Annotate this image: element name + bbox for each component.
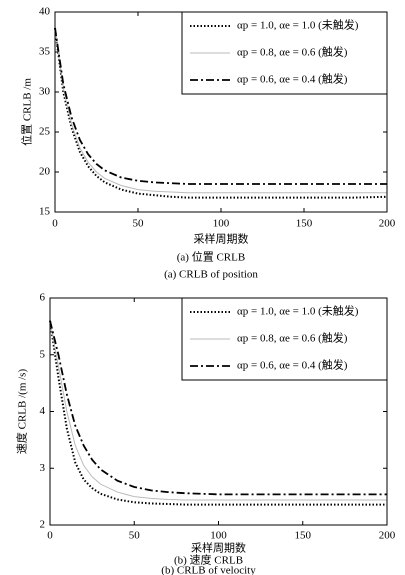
legend-label: αp = 1.0, αe = 1.0 (未触发) [237, 304, 359, 318]
y-tick-label: 5 [40, 348, 46, 360]
x-tick-label: 50 [129, 530, 141, 542]
y-tick-label: 15 [39, 206, 51, 218]
y-axis-label: 速度 CRLB /(m /s) [15, 369, 29, 455]
x-tick-label: 100 [213, 218, 230, 230]
chart: 2 3 4 5 6 0 50 100 150 200 αp = 1.0, αe = 1.0 (未触发… [15, 292, 396, 575]
x-tick-label: 50 [133, 218, 145, 230]
caption: (b) 速度 CRLB [174, 553, 243, 567]
caption: (a) CRLB of position [164, 269, 258, 281]
series-line [54, 27, 387, 185]
chart: 15 20 25 30 35 40 0 50 100 150 200 αp = 1.0, αe = 1… [20, 6, 396, 281]
y-tick-label: 35 [39, 46, 51, 58]
x-tick-label: 150 [295, 530, 312, 542]
y-tick-label: 20 [39, 166, 51, 178]
series-line [54, 27, 388, 199]
x-tick-label: 0 [47, 530, 53, 542]
caption: (b) CRLB of velocity [161, 565, 256, 575]
x-tick-label: 200 [379, 218, 396, 230]
x-axis-label: 采样周期数 [194, 232, 249, 246]
x-tick-label: 0 [52, 218, 58, 230]
x-tick-label: 200 [379, 530, 396, 542]
caption: (a) 位置 CRLB [177, 250, 245, 264]
x-tick-label: 150 [296, 218, 313, 230]
x-axis-label: 采样周期数 [191, 541, 246, 555]
y-tick-label: 3 [40, 462, 46, 474]
y-tick-label: 4 [40, 405, 46, 417]
y-tick-label: 40 [39, 6, 51, 18]
legend-label: αp = 0.6, αe = 0.4 (触发) [237, 358, 348, 372]
legend-label: αp = 0.6, αe = 0.4 (触发) [237, 72, 348, 86]
y-tick-label: 30 [39, 86, 51, 98]
legend-label: αp = 1.0, αe = 1.0 (未触发) [237, 18, 359, 32]
series-line [49, 320, 387, 501]
series-line [54, 27, 387, 194]
legend-label: αp = 0.8, αe = 0.6 (触发) [237, 45, 348, 59]
legend-label: αp = 0.8, αe = 0.6 (触发) [237, 331, 348, 345]
series-line [49, 320, 387, 506]
x-tick-label: 100 [210, 530, 227, 542]
y-axis-label: 位置 CRLB /m [20, 78, 34, 146]
y-tick-label: 6 [40, 292, 46, 304]
series-line [49, 320, 387, 496]
y-tick-label: 2 [40, 519, 46, 531]
y-tick-label: 25 [39, 126, 51, 138]
